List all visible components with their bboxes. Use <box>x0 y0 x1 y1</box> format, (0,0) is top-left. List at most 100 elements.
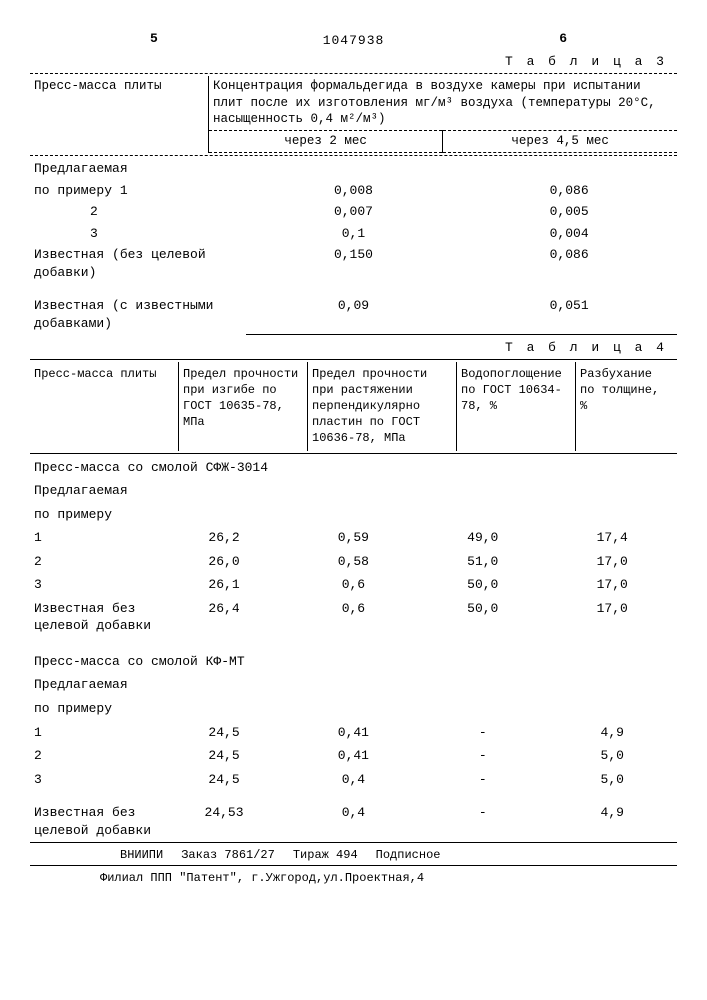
footer: ВНИИПИ Заказ 7861/27 Тираж 494 Подписное… <box>30 847 677 886</box>
cell: 0,6 <box>289 597 418 638</box>
table4-h4: Водопоглощение по ГОСТ 10634-78, % <box>457 362 576 451</box>
cell: 4,9 <box>547 721 677 745</box>
footer-order: Заказ 7861/27 <box>181 847 275 863</box>
cell: 4,9 <box>547 801 677 843</box>
cell: 0,086 <box>461 244 677 283</box>
group-sub: Предлагаемая <box>30 673 677 697</box>
row-label: 1 <box>30 721 159 745</box>
row-label: Известная (без целевой добавки) <box>30 244 246 283</box>
table3-head-col2: Концентрация формальдегида в воздухе кам… <box>209 76 678 131</box>
cell: 50,0 <box>418 597 547 638</box>
row-label: 2 <box>30 201 246 223</box>
table-row: по примеру 1 0,008 0,086 <box>30 180 677 202</box>
cell: 0,005 <box>461 201 677 223</box>
cell: 24,5 <box>159 768 288 792</box>
divider <box>30 359 677 360</box>
row-label: 2 <box>30 550 159 574</box>
table4-h2: Предел прочности при изгибе по ГОСТ 1063… <box>179 362 308 451</box>
table-row: 1 26,2 0,59 49,0 17,4 <box>30 526 677 550</box>
cell: 50,0 <box>418 573 547 597</box>
group-sub2: по примеру <box>30 503 677 527</box>
cell: 5,0 <box>547 768 677 792</box>
page: 5 6 1047938 Т а б л и ц а 3 Пресс-масса … <box>0 0 707 1000</box>
page-number-right: 6 <box>559 30 567 48</box>
cell: 17,0 <box>547 597 677 638</box>
table3-head-col1: Пресс-масса плиты <box>30 76 209 153</box>
cell: 0,09 <box>246 295 462 334</box>
table3-label: Т а б л и ц а 3 <box>30 53 677 71</box>
divider <box>30 155 677 156</box>
page-number-left: 5 <box>150 30 158 48</box>
row-label: 1 <box>30 526 159 550</box>
cell: 24,5 <box>159 744 288 768</box>
document-number: 1047938 <box>30 32 677 50</box>
group-sub: Предлагаемая <box>30 479 677 503</box>
cell: 0,051 <box>461 295 677 334</box>
group-sub2: по примеру <box>30 697 677 721</box>
cell: 0,150 <box>246 244 462 283</box>
cell: 0,004 <box>461 223 677 245</box>
footer-address: Филиал ППП "Патент", г.Ужгород,ул.Проект… <box>30 870 677 886</box>
cell: 0,008 <box>246 180 462 202</box>
cell: 17,0 <box>547 573 677 597</box>
cell: - <box>418 768 547 792</box>
table-row: 2 26,0 0,58 51,0 17,0 <box>30 550 677 574</box>
table4-group-title: Пресс-масса со смолой КФ-МТ <box>30 650 677 674</box>
footer-org: ВНИИПИ <box>120 847 163 863</box>
cell: 17,4 <box>547 526 677 550</box>
row-label: Известная (с известными добавками) <box>30 295 246 334</box>
table-row: Известная без целевой добавки 24,53 0,4 … <box>30 801 677 843</box>
row-label: Известная без целевой добавки <box>30 597 159 638</box>
cell: 49,0 <box>418 526 547 550</box>
table4-label: Т а б л и ц а 4 <box>30 339 677 357</box>
group-title: Пресс-масса со смолой КФ-МТ <box>30 650 677 674</box>
table-row: 1 24,5 0,41 - 4,9 <box>30 721 677 745</box>
cell: - <box>418 801 547 843</box>
row-label: 3 <box>30 573 159 597</box>
footer-sub: Подписное <box>376 847 441 863</box>
table-row: Известная без целевой добавки 26,4 0,6 5… <box>30 597 677 638</box>
table-row: 3 0,1 0,004 <box>30 223 677 245</box>
cell: 0,59 <box>289 526 418 550</box>
cell: 5,0 <box>547 744 677 768</box>
cell: 0,4 <box>289 768 418 792</box>
table3-body: Предлагаемая по примеру 1 0,008 0,086 2 … <box>30 158 677 335</box>
row-label: по примеру 1 <box>30 180 246 202</box>
table3-section: Предлагаемая <box>30 158 677 180</box>
cell: 0,086 <box>461 180 677 202</box>
cell: 51,0 <box>418 550 547 574</box>
row-label: 3 <box>30 223 246 245</box>
cell: 0,4 <box>289 801 418 843</box>
footer-tirazh: Тираж 494 <box>293 847 358 863</box>
row-label: 2 <box>30 744 159 768</box>
table4-h5: Разбухание по толщине, % <box>576 362 678 451</box>
cell: - <box>418 744 547 768</box>
cell: 26,2 <box>159 526 288 550</box>
table3-subhead-2: через 4,5 мес <box>443 131 677 153</box>
cell: 26,1 <box>159 573 288 597</box>
table3-section-label: Предлагаемая <box>30 158 677 180</box>
group-title: Пресс-масса со смолой СФЖ-3014 <box>30 456 677 480</box>
table3-header: Пресс-масса плиты Концентрация формальде… <box>30 76 677 154</box>
table-row: 3 26,1 0,6 50,0 17,0 <box>30 573 677 597</box>
row-label: 3 <box>30 768 159 792</box>
cell: 0,58 <box>289 550 418 574</box>
divider <box>30 453 677 454</box>
table4-h3: Предел прочности при растяжении перпенди… <box>308 362 457 451</box>
table-row: Известная (без целевой добавки) 0,150 0,… <box>30 244 677 283</box>
row-label: Известная без целевой добавки <box>30 801 159 843</box>
cell: 0,007 <box>246 201 462 223</box>
table-row: Известная (с известными добавками) 0,09 … <box>30 295 677 334</box>
cell: - <box>418 721 547 745</box>
table4-header: Пресс-масса плиты Предел прочности при и… <box>30 362 677 451</box>
table3-subhead-1: через 2 мес <box>209 131 443 153</box>
cell: 17,0 <box>547 550 677 574</box>
table4-h1: Пресс-масса плиты <box>30 362 179 451</box>
cell: 24,53 <box>159 801 288 843</box>
divider <box>30 73 677 74</box>
table-row: 2 0,007 0,005 <box>30 201 677 223</box>
cell: 0,41 <box>289 721 418 745</box>
table4-group-title: Пресс-масса со смолой СФЖ-3014 <box>30 456 677 480</box>
cell: 0,1 <box>246 223 462 245</box>
cell: 26,4 <box>159 597 288 638</box>
